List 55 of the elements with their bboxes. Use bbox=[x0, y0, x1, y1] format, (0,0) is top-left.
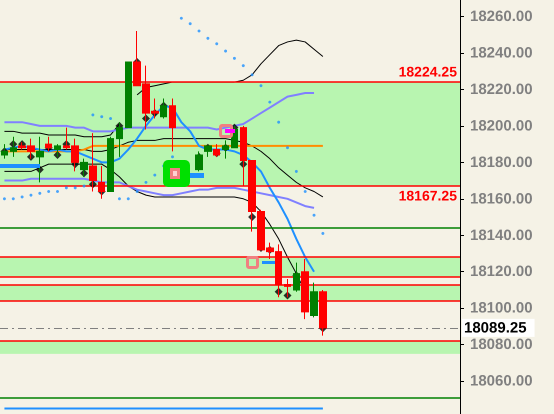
line-series bbox=[3, 178, 316, 209]
point bbox=[268, 100, 272, 104]
point bbox=[171, 155, 174, 158]
point bbox=[242, 64, 245, 68]
candlestick bbox=[107, 136, 114, 192]
ref-line-label: 18089.25 bbox=[464, 319, 527, 336]
point bbox=[232, 56, 236, 60]
point bbox=[312, 214, 316, 217]
point bbox=[38, 192, 42, 195]
point bbox=[29, 194, 32, 197]
y-tick-label: 18080.00 bbox=[470, 336, 533, 354]
point bbox=[304, 190, 307, 193]
y-tick-label: 18260.00 bbox=[470, 8, 533, 25]
point bbox=[118, 197, 121, 200]
point bbox=[188, 22, 192, 26]
point bbox=[109, 117, 112, 120]
point bbox=[64, 186, 68, 190]
point bbox=[136, 190, 139, 193]
candlestick bbox=[310, 282, 318, 318]
y-tick-label: 18100.00 bbox=[470, 300, 533, 317]
point bbox=[56, 190, 59, 193]
candlestick bbox=[169, 98, 176, 152]
point bbox=[250, 73, 254, 76]
point bbox=[259, 84, 262, 88]
ref-line-label: 18167.25 bbox=[398, 188, 458, 204]
point bbox=[126, 197, 130, 200]
point bbox=[12, 197, 15, 200]
y-tick-label: 18240.00 bbox=[470, 44, 533, 62]
y-tick-label: 18180.00 bbox=[470, 154, 533, 171]
point bbox=[286, 146, 289, 150]
point bbox=[224, 50, 228, 53]
point bbox=[144, 180, 148, 184]
point bbox=[82, 184, 86, 188]
point bbox=[321, 232, 324, 235]
y-tick-label: 18120.00 bbox=[470, 263, 533, 280]
point bbox=[206, 36, 210, 40]
y-tick-label: 18200.00 bbox=[470, 117, 533, 134]
point bbox=[20, 195, 24, 198]
point bbox=[91, 113, 94, 116]
candlestick bbox=[125, 62, 132, 128]
point bbox=[47, 190, 50, 193]
point bbox=[2, 197, 6, 200]
point bbox=[215, 42, 218, 46]
y-tick-label: 18160.00 bbox=[470, 190, 533, 208]
point bbox=[74, 186, 77, 190]
point bbox=[277, 120, 280, 124]
ref-line-label: 18224.25 bbox=[398, 64, 458, 80]
point bbox=[198, 30, 201, 33]
y-tick-label: 18140.00 bbox=[470, 226, 533, 244]
point bbox=[153, 174, 156, 177]
candlestick bbox=[54, 144, 61, 158]
point bbox=[294, 170, 298, 173]
y-tick-label: 18220.00 bbox=[470, 80, 533, 98]
y-tick-label: 18060.00 bbox=[470, 372, 533, 390]
point bbox=[100, 115, 104, 118]
